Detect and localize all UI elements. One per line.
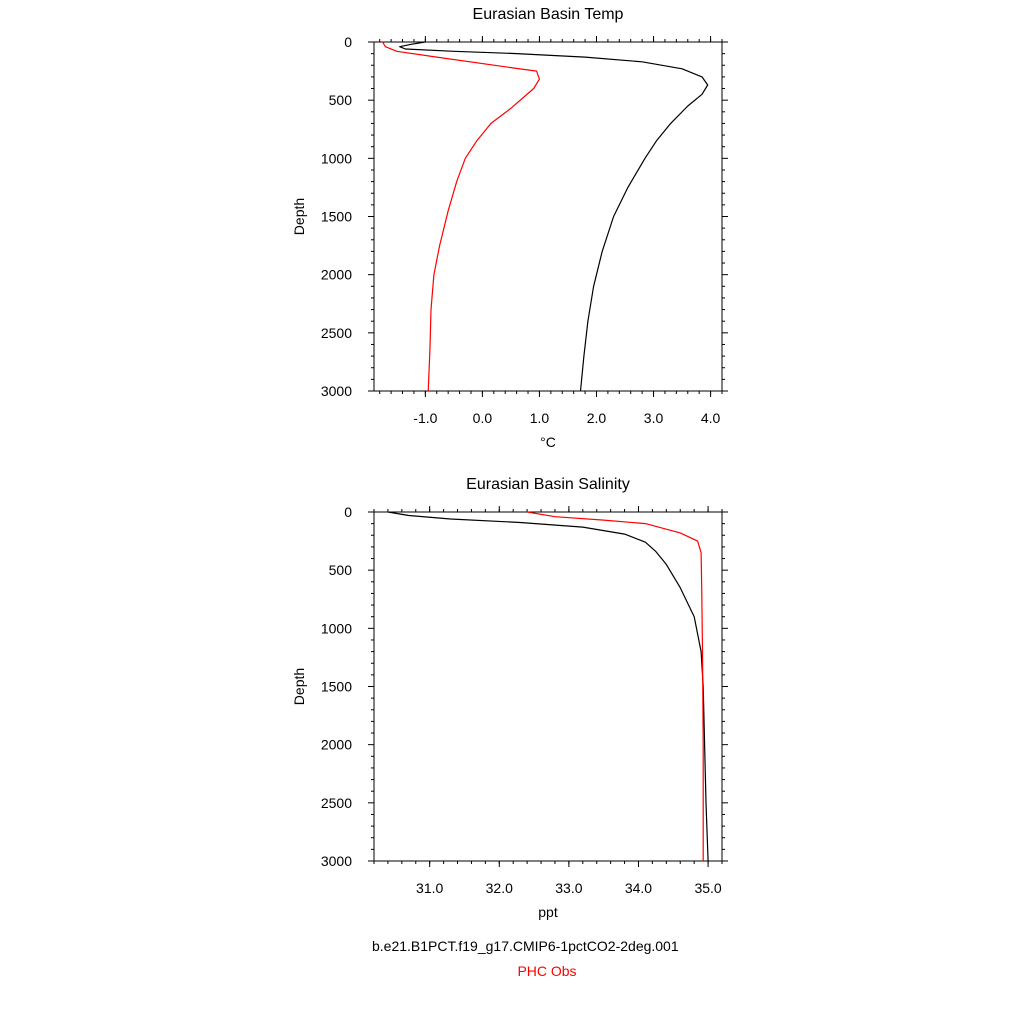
y-tick-label: 500 <box>329 92 353 108</box>
y-tick-label: 1500 <box>321 679 352 695</box>
x-tick-label: 4.0 <box>701 410 721 426</box>
y-tick-label: 2000 <box>321 737 352 753</box>
y-tick-label: 2500 <box>321 795 352 811</box>
x-tick-label: 31.0 <box>416 880 443 896</box>
series-line-2 <box>382 41 540 392</box>
series-line-1 <box>387 511 709 862</box>
y-axis-label: Depth <box>291 198 307 235</box>
y-tick-label: 0 <box>344 34 352 50</box>
x-tick-label: 33.0 <box>555 880 582 896</box>
x-tick-label: 2.0 <box>587 410 607 426</box>
series-line-1 <box>399 41 709 392</box>
chart-panel-1: Eurasian Basin Temp -1.0 0.0 1.0 2.0 3.0 4.0 0 5… <box>291 6 728 450</box>
x-tick-label: -1.0 <box>413 410 437 426</box>
chart-title: Eurasian Basin Temp <box>473 6 624 23</box>
x-tick-label: 3.0 <box>644 410 664 426</box>
y-tick-label: 0 <box>344 504 352 520</box>
x-tick-label: 34.0 <box>625 880 652 896</box>
chart-title: Eurasian Basin Salinity <box>466 476 630 493</box>
y-tick-label: 2500 <box>321 325 352 341</box>
y-axis-label: Depth <box>291 668 307 705</box>
y-tick-label: 500 <box>329 562 353 578</box>
x-tick-label: 0.0 <box>473 410 493 426</box>
x-tick-label: 32.0 <box>486 880 513 896</box>
chart-panel-2: Eurasian Basin Salinity 31.0 32.0 33.0 34.0 3… <box>291 476 728 920</box>
y-tick-label: 1000 <box>321 620 352 636</box>
series-line-2 <box>527 511 704 861</box>
plot-frame <box>373 511 723 862</box>
x-axis-label: ppt <box>538 904 558 920</box>
y-tick-label: 2000 <box>321 267 352 283</box>
legend-series2-label: PHC Obs <box>517 963 577 979</box>
x-axis-label: °C <box>540 434 556 450</box>
y-tick-label: 3000 <box>321 383 352 399</box>
x-tick-label: 35.0 <box>694 880 721 896</box>
y-tick-label: 1500 <box>321 209 352 225</box>
plot-frame <box>373 41 723 392</box>
y-tick-label: 3000 <box>321 853 352 869</box>
legend-series1-label: b.e21.B1PCT.f19_g17.CMIP6-1pctCO2-2deg.0… <box>372 938 679 954</box>
x-tick-label: 1.0 <box>530 410 550 426</box>
y-tick-label: 1000 <box>321 150 352 166</box>
